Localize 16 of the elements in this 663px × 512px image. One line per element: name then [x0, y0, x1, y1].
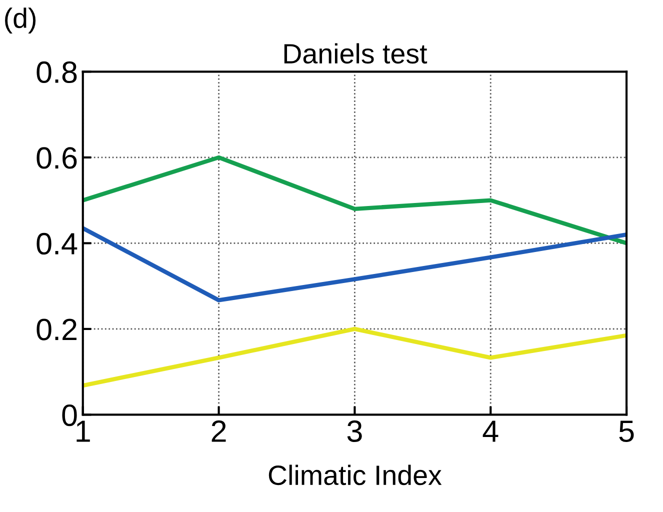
- x-tick-label: 4: [482, 420, 498, 442]
- chart-title: Daniels test: [284, 43, 428, 64]
- line-series: [82, 155, 627, 246]
- line-series: [82, 226, 627, 302]
- line-series: [82, 326, 627, 388]
- y-tick-label: 0: [62, 404, 77, 426]
- x-tick-label: 1: [76, 420, 90, 442]
- x-tick-label: 3: [347, 420, 362, 442]
- x-tick-label: 2: [212, 420, 226, 442]
- x-axis-title: Climatic Index: [268, 464, 442, 486]
- y-tick-label: 0.4: [36, 232, 78, 255]
- text: (d): [5, 8, 36, 34]
- x-tick-label: 5: [619, 420, 634, 442]
- y-tick-label: 0.8: [36, 61, 77, 84]
- y-tick-label: 0.2: [36, 318, 76, 340]
- y-tick-label: 0.6: [36, 147, 77, 169]
